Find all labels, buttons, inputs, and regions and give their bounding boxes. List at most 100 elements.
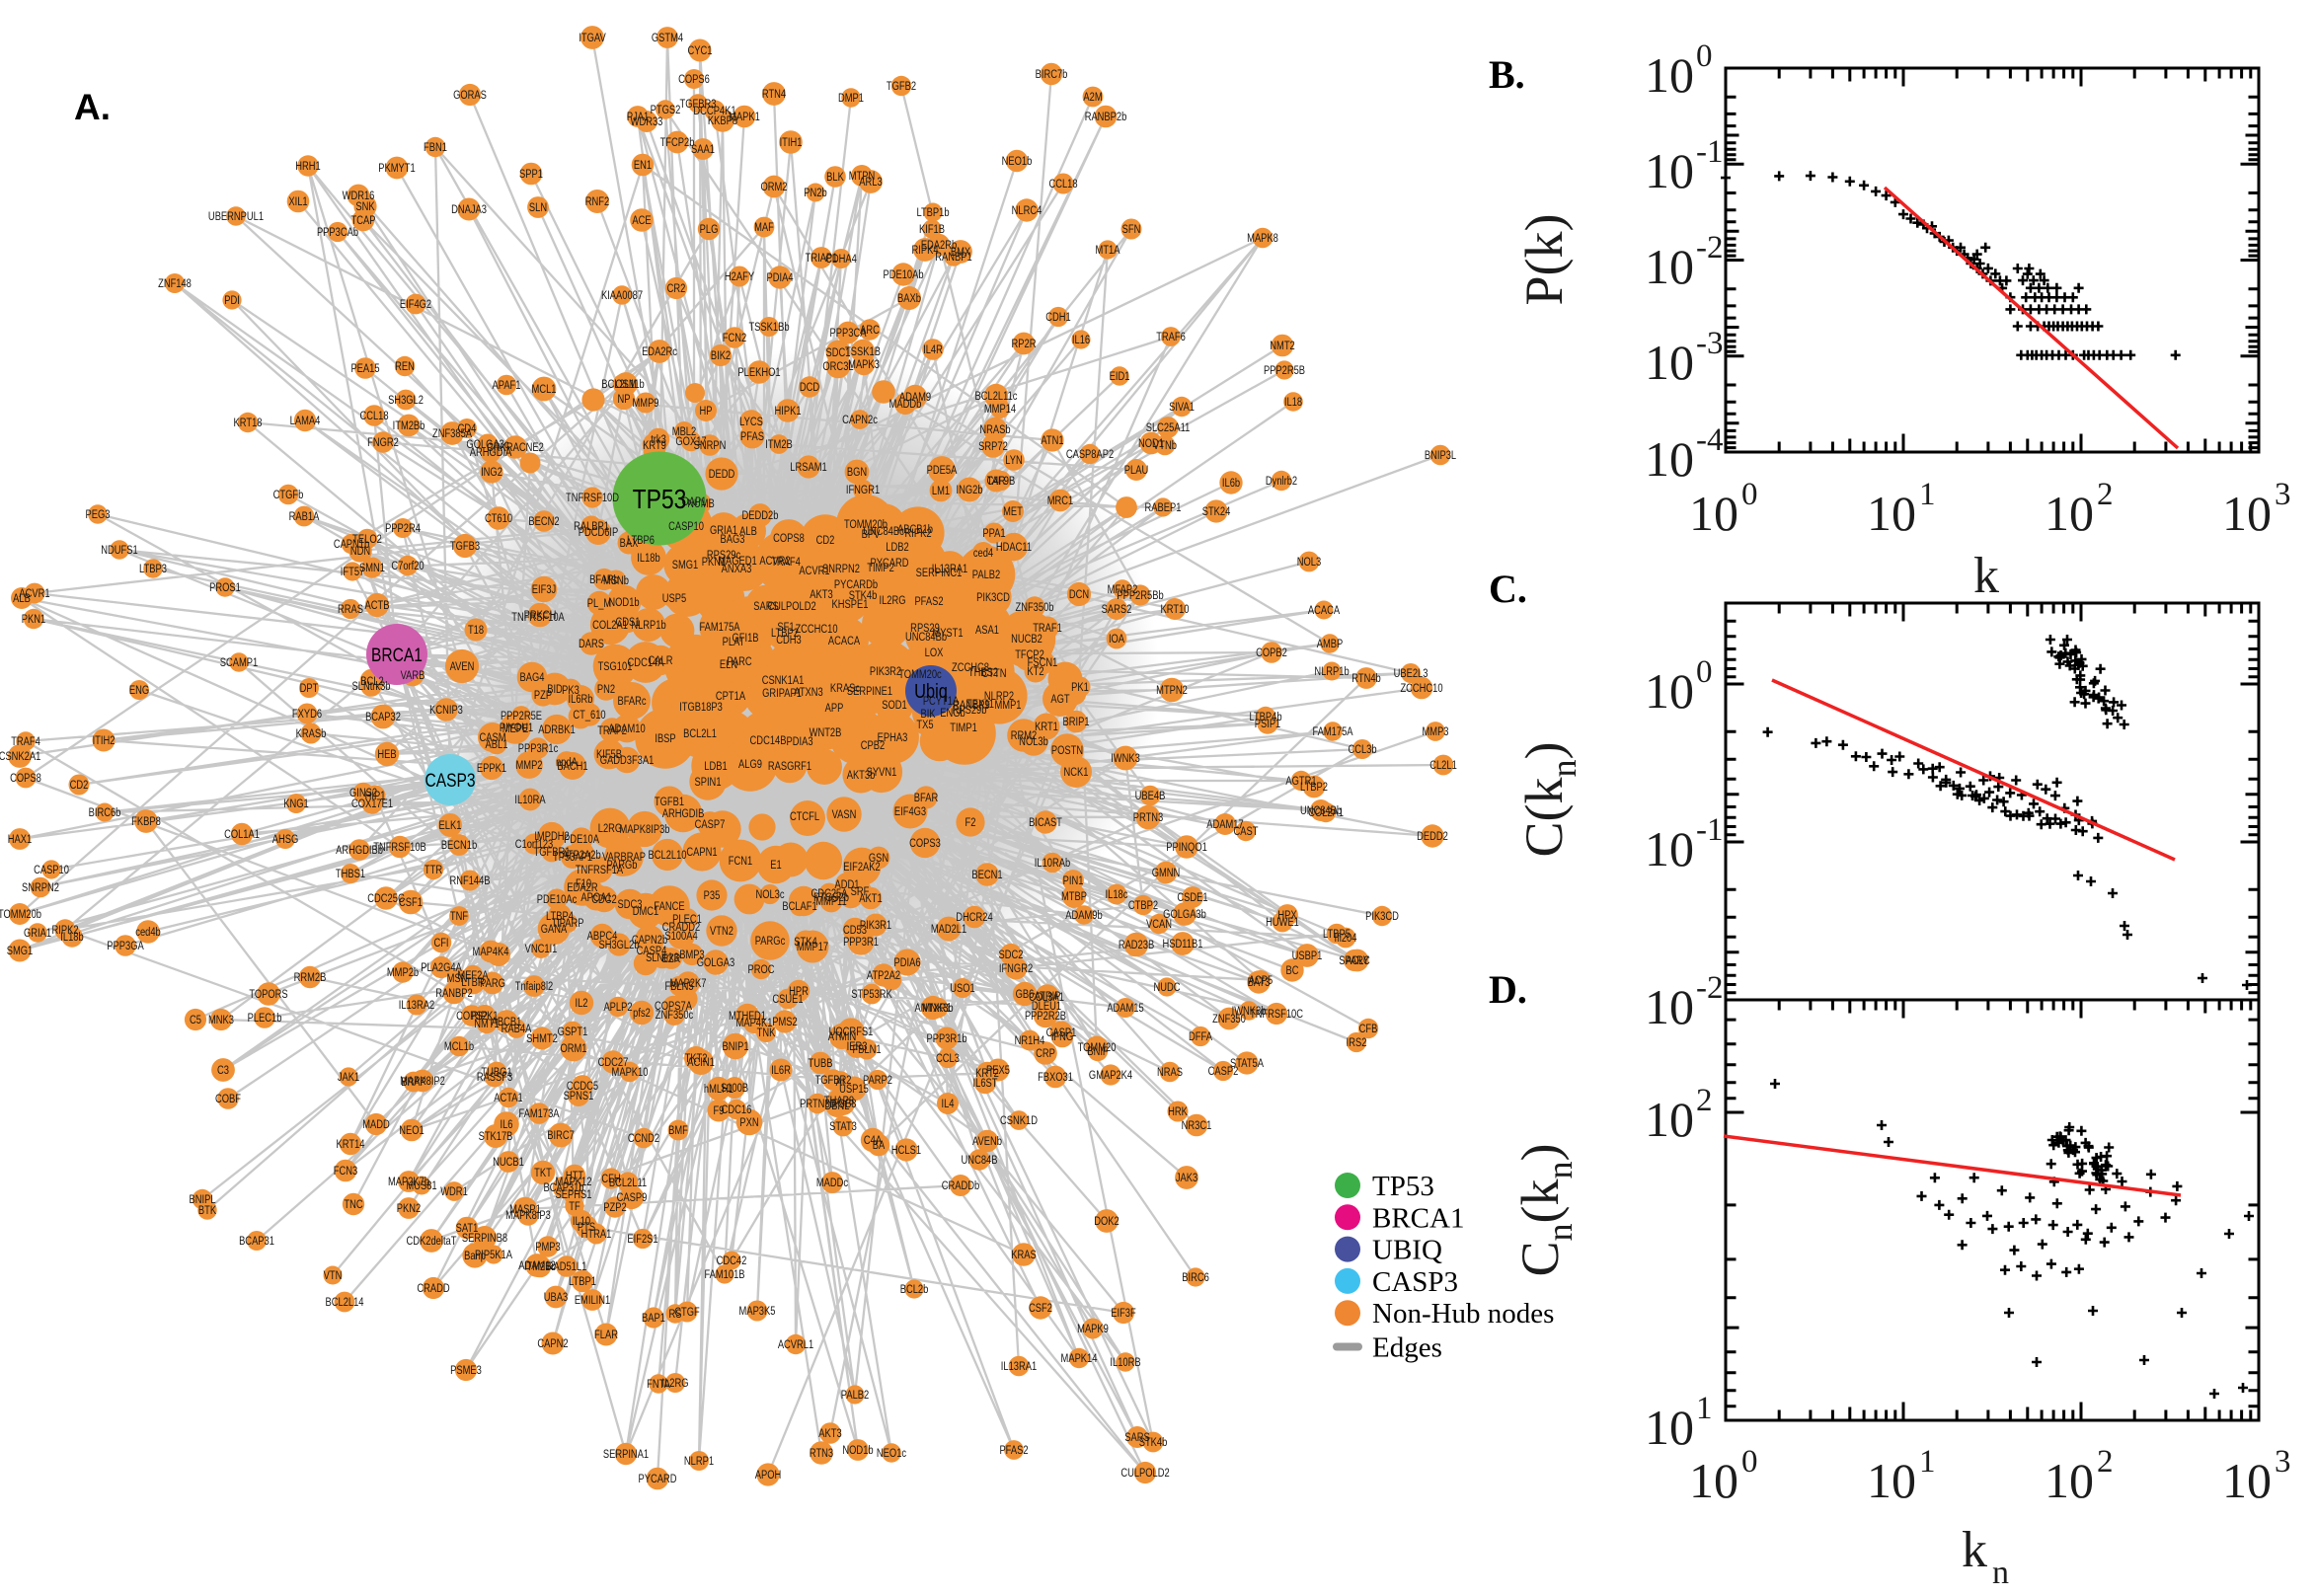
svg-text:PL_M: PL_M — [587, 597, 611, 610]
svg-text:CTCFL: CTCFL — [790, 810, 819, 823]
svg-text:BICAST: BICAST — [1029, 816, 1062, 829]
svg-text:CAPN2b: CAPN2b — [632, 934, 667, 947]
svg-text:CSUE1: CSUE1 — [772, 993, 803, 1006]
svg-text:ced4: ced4 — [973, 547, 993, 560]
svg-text:TNFRSF1A: TNFRSF1A — [576, 864, 624, 876]
svg-text:IFNG: IFNG — [1051, 1030, 1073, 1043]
svg-text:A.: A. — [74, 87, 111, 127]
svg-text:LDB1: LDB1 — [704, 760, 727, 773]
svg-text:BACH1: BACH1 — [557, 760, 587, 773]
svg-text:BCL2L11: BCL2L11 — [609, 1177, 647, 1189]
svg-text:VNC1I1: VNC1I1 — [525, 943, 558, 955]
svg-text:UQCRFS1: UQCRFS1 — [829, 1026, 874, 1038]
svg-text:STK4: STK4 — [794, 936, 816, 949]
svg-text:TUBB: TUBB — [809, 1057, 833, 1070]
svg-text:L2RG: L2RG — [598, 822, 622, 835]
svg-text:CD53: CD53 — [843, 924, 867, 937]
svg-text:-1: -1 — [1696, 812, 1724, 848]
svg-text:PPINQO1: PPINQO1 — [1166, 841, 1207, 854]
svg-text:TIPARP: TIPARP — [551, 917, 583, 930]
svg-text:PLG: PLG — [700, 223, 719, 236]
svg-text:PPP3CA: PPP3CA — [830, 327, 868, 340]
svg-text:UBE2L3: UBE2L3 — [1394, 667, 1428, 680]
svg-text:LTBP4: LTBP4 — [546, 910, 574, 923]
svg-text:SLN: SLN — [529, 201, 547, 214]
svg-text:PEX5: PEX5 — [986, 1064, 1010, 1077]
svg-text:WNT2B: WNT2B — [810, 726, 842, 739]
svg-text:RS: RS — [669, 1308, 682, 1321]
svg-text:RAD23B: RAD23B — [1119, 939, 1154, 951]
svg-text:ACIN1: ACIN1 — [687, 1056, 715, 1069]
svg-text:LTBP1b: LTBP1b — [916, 206, 949, 219]
svg-text:1: 1 — [1919, 477, 1936, 512]
svg-text:HIPK1: HIPK1 — [774, 405, 801, 418]
svg-text:TEX11: TEX11 — [966, 698, 994, 711]
svg-text:CFI: CFI — [433, 937, 448, 950]
svg-text:CCND2: CCND2 — [628, 1132, 659, 1145]
svg-text:MMP2b: MMP2b — [387, 966, 419, 979]
svg-text:0: 0 — [1741, 1444, 1758, 1480]
svg-text:USO1: USO1 — [950, 982, 974, 995]
svg-text:EMILIN1: EMILIN1 — [575, 1294, 610, 1307]
svg-text:KT2: KT2 — [1027, 665, 1043, 678]
svg-text:10: 10 — [1867, 486, 1916, 541]
svg-text:CSF1: CSF1 — [399, 896, 423, 909]
svg-text:SERPINE1: SERPINE1 — [847, 685, 892, 698]
svg-text:RNF144B: RNF144B — [449, 874, 490, 887]
svg-text:P35: P35 — [704, 889, 721, 902]
svg-text:PROS1: PROS1 — [209, 581, 241, 594]
svg-text:PPA1: PPA1 — [982, 527, 1005, 540]
svg-text:IL2: IL2 — [575, 997, 587, 1010]
svg-text:DMP1: DMP1 — [838, 92, 864, 105]
svg-text:PDIA6: PDIA6 — [893, 956, 920, 969]
svg-text:10: 10 — [2045, 486, 2094, 541]
svg-text:KRASc: KRASc — [830, 682, 861, 695]
svg-text:TRIAP1: TRIAP1 — [806, 252, 838, 265]
svg-text:COPS8: COPS8 — [10, 772, 41, 785]
svg-text:-2: -2 — [1696, 230, 1724, 266]
svg-text:CTGF: CTGF — [674, 1306, 700, 1319]
svg-text:PIP5K1A: PIP5K1A — [475, 1249, 513, 1261]
svg-text:ATMIN: ATMIN — [828, 1030, 856, 1043]
svg-text:SERPINB8: SERPINB8 — [462, 1232, 507, 1245]
svg-text:CRADDb: CRADDb — [942, 1179, 979, 1192]
svg-text:PXN: PXN — [739, 1116, 758, 1129]
svg-text:IWNK3b: IWNK3b — [1232, 1005, 1267, 1018]
svg-text:HPR: HPR — [789, 985, 809, 998]
svg-text:Ubiq: Ubiq — [914, 679, 948, 702]
svg-text:RANBP2b: RANBP2b — [1085, 111, 1127, 123]
svg-text:KRASb: KRASb — [296, 727, 327, 740]
svg-text:SLC25A11: SLC25A11 — [1146, 421, 1191, 434]
svg-text:PSIP1: PSIP1 — [1255, 718, 1281, 730]
svg-text:ACVRL1: ACVRL1 — [778, 1338, 813, 1351]
svg-text:CRKRACNE2: CRKRACNE2 — [487, 441, 544, 454]
svg-text:UNC84Bc: UNC84Bc — [863, 525, 904, 538]
svg-text:BCAP31b: BCAP31b — [543, 1181, 583, 1194]
svg-text:TCAP: TCAP — [351, 214, 376, 227]
svg-text:CCL3b: CCL3b — [1348, 743, 1376, 756]
svg-text:SNRPN: SNRPN — [694, 439, 727, 452]
svg-text:MUS81: MUS81 — [406, 1179, 436, 1192]
svg-text:D.: D. — [1489, 967, 1527, 1012]
svg-text:ARHGDIB: ARHGDIB — [662, 807, 705, 820]
svg-text:NOD1: NOD1 — [1138, 437, 1164, 450]
svg-text:10: 10 — [1645, 335, 1694, 390]
svg-text:ITIH2: ITIH2 — [93, 734, 116, 747]
svg-text:TSG101: TSG101 — [598, 660, 633, 673]
svg-text:ANTXR1: ANTXR1 — [915, 1002, 952, 1015]
svg-text:CD4: CD4 — [458, 422, 477, 435]
svg-text:LTBP1: LTBP1 — [569, 1275, 596, 1288]
svg-text:ADAM9b: ADAM9b — [1065, 909, 1102, 922]
svg-text:WDR33: WDR33 — [631, 115, 663, 128]
svg-text:10: 10 — [1645, 1092, 1694, 1147]
svg-text:LYN: LYN — [1005, 454, 1023, 467]
svg-text:KIAA0087: KIAA0087 — [601, 289, 643, 302]
svg-text:GRIPAP1: GRIPAP1 — [762, 687, 802, 700]
svg-text:TGFBR3: TGFBR3 — [680, 98, 717, 111]
svg-text:CFB: CFB — [1359, 1023, 1378, 1035]
svg-text:PDE10Ab: PDE10Ab — [883, 268, 923, 281]
svg-text:HIP1: HIP1 — [365, 790, 386, 802]
svg-text:10: 10 — [2045, 1453, 2094, 1508]
svg-text:BFARc: BFARc — [617, 695, 647, 708]
svg-text:ZNF350c: ZNF350c — [656, 1009, 694, 1022]
